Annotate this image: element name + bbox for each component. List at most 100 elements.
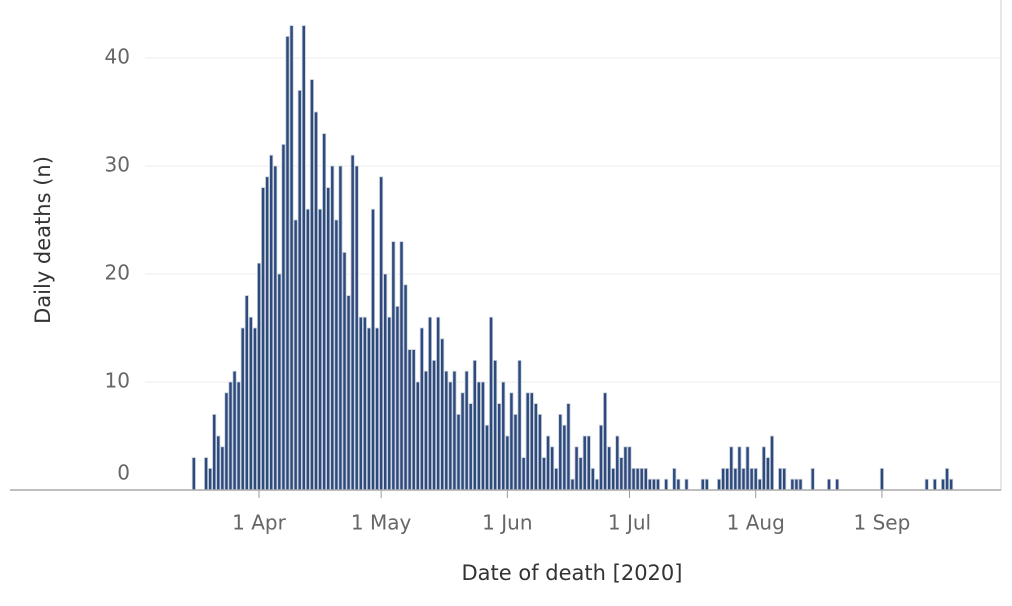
bar — [639, 467, 644, 491]
bar — [224, 392, 229, 491]
bar — [529, 392, 534, 491]
bar — [517, 359, 522, 491]
bar — [452, 370, 457, 491]
bar — [826, 478, 832, 491]
bar — [684, 478, 689, 491]
bar — [208, 467, 213, 491]
bar — [370, 208, 376, 491]
bar — [558, 413, 563, 491]
bar — [427, 316, 433, 491]
bar — [790, 478, 795, 491]
y-tick-label: 40 — [105, 45, 130, 69]
bar — [757, 478, 762, 491]
bar — [619, 457, 624, 491]
bar — [330, 165, 335, 491]
y-tick-label: 30 — [105, 153, 130, 177]
bar — [456, 413, 461, 491]
bar — [733, 467, 738, 491]
bar — [232, 370, 237, 491]
bar — [379, 176, 384, 491]
bar — [411, 349, 416, 491]
x-tick-label: 1 May — [351, 511, 412, 535]
bar — [505, 435, 510, 491]
bar — [546, 435, 551, 491]
bar — [403, 284, 408, 491]
bar — [594, 478, 599, 491]
bar — [835, 478, 840, 491]
bar — [460, 392, 465, 491]
bar — [399, 241, 404, 491]
bar — [305, 208, 310, 491]
bar — [326, 187, 331, 491]
bar — [497, 403, 502, 491]
bar — [289, 25, 294, 491]
bar — [537, 413, 542, 491]
bar — [664, 478, 669, 491]
x-tick-label: 1 Jun — [482, 511, 532, 535]
bar — [798, 478, 803, 491]
bar — [216, 435, 221, 491]
bar — [281, 143, 286, 491]
bar — [761, 446, 766, 491]
bar — [493, 359, 498, 491]
bar — [737, 446, 742, 491]
bar — [525, 392, 530, 491]
bar — [309, 79, 314, 491]
bar — [440, 338, 445, 491]
bar — [753, 467, 758, 491]
bar — [574, 446, 579, 491]
bar — [265, 176, 270, 491]
bar — [322, 133, 327, 491]
bar — [346, 295, 351, 491]
bar — [375, 327, 380, 491]
bar — [480, 381, 485, 491]
bar — [484, 424, 490, 491]
bar — [464, 370, 469, 491]
bar — [932, 478, 937, 491]
bar — [318, 208, 323, 491]
bar — [358, 316, 363, 491]
bar — [725, 467, 730, 491]
bar — [468, 403, 473, 491]
x-tick-label: 1 Jul — [608, 511, 651, 535]
bar — [220, 446, 225, 491]
bar — [391, 241, 396, 491]
bar — [342, 251, 347, 491]
bar — [717, 478, 722, 491]
bar — [248, 316, 253, 491]
bar — [603, 392, 608, 491]
bar — [949, 478, 954, 491]
bar — [256, 262, 262, 491]
bar — [444, 370, 449, 491]
bar — [778, 467, 783, 491]
bar — [586, 435, 591, 491]
bar — [582, 435, 587, 491]
bar — [729, 446, 734, 491]
bar — [432, 359, 437, 491]
y-tick-label: 20 — [105, 261, 130, 285]
bar — [387, 316, 392, 491]
bar — [301, 25, 306, 491]
x-tick-label: 1 Apr — [232, 511, 286, 535]
bar — [566, 403, 571, 491]
y-tick-label: 10 — [105, 369, 130, 393]
bar — [240, 327, 245, 491]
bar — [366, 327, 371, 491]
bar — [810, 467, 815, 491]
bar — [338, 165, 343, 491]
bar — [212, 413, 217, 491]
bar — [643, 467, 648, 491]
bar — [395, 305, 400, 491]
bar — [590, 467, 595, 491]
bar — [615, 435, 620, 491]
bar — [765, 457, 770, 491]
bar — [550, 446, 555, 491]
bar — [704, 478, 709, 491]
x-tick-label: 1 Aug — [727, 511, 785, 535]
bar — [700, 478, 705, 491]
bar — [554, 467, 559, 491]
bar — [334, 219, 339, 491]
bar — [362, 316, 367, 491]
bar — [749, 467, 754, 491]
